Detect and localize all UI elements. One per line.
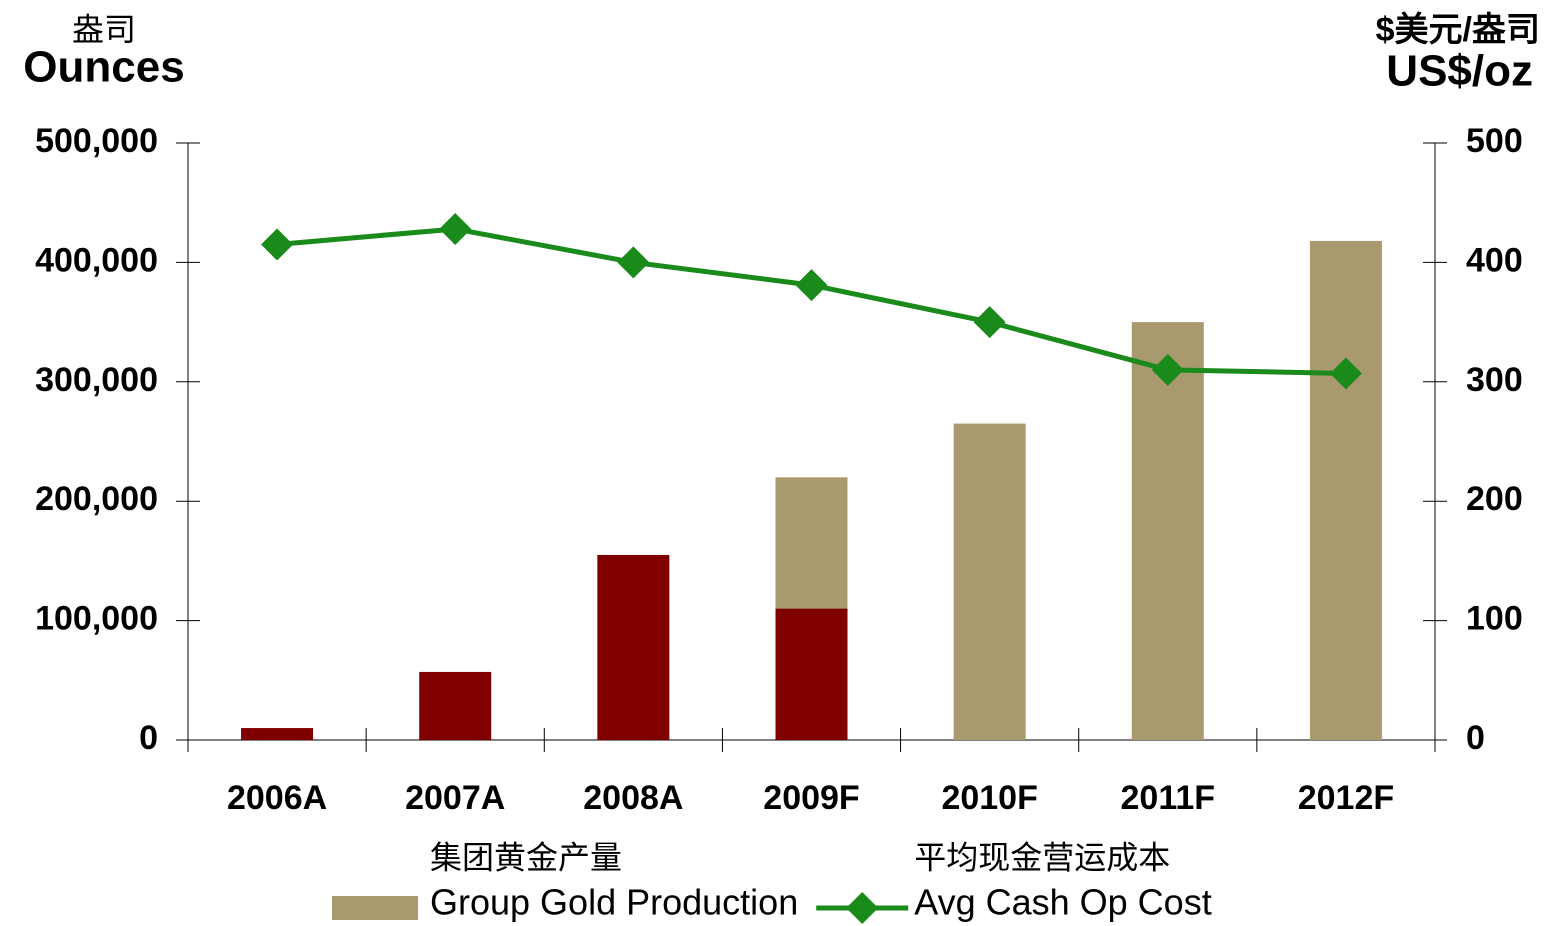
y2-tick-label: 300: [1466, 361, 1523, 399]
y2-tick-label: 400: [1466, 241, 1523, 279]
marker: [973, 306, 1006, 339]
legend-marker: [846, 892, 879, 924]
x-tick-label: 2008A: [583, 779, 683, 817]
y2-tick-label: 100: [1466, 600, 1523, 638]
legend-label: Group Gold Production: [430, 882, 798, 923]
y-tick-label: 0: [139, 719, 158, 757]
legend-label-zh: 集团黄金产量: [430, 839, 622, 875]
marker: [1329, 357, 1362, 390]
x-tick-label: 2007A: [405, 779, 505, 817]
marker: [261, 228, 294, 261]
x-tick-label: 2012F: [1298, 779, 1394, 817]
y-tick-label: 100,000: [35, 600, 158, 638]
marker: [1151, 353, 1184, 386]
marker: [439, 212, 472, 245]
y2-axis-label: US$/oz: [1386, 47, 1533, 96]
y-tick-label: 300,000: [35, 361, 158, 399]
y-axis-label-zh: 盎司: [72, 11, 136, 47]
y2-tick-label: 0: [1466, 719, 1485, 757]
x-tick-label: 2011F: [1121, 779, 1216, 817]
y-tick-label: 400,000: [35, 241, 158, 279]
legend-label-zh: 平均现金营运成本: [914, 839, 1170, 875]
marker: [795, 269, 828, 302]
y-axis-label: Ounces: [23, 43, 184, 92]
y2-axis-label-zh: $美元/盎司: [1376, 11, 1540, 49]
legend-swatch: [332, 896, 418, 920]
bar: [1309, 240, 1382, 740]
marker: [617, 246, 650, 279]
bar: [419, 671, 492, 740]
bar: [241, 728, 314, 740]
legend-label: Avg Cash Op Cost: [914, 882, 1211, 923]
bar: [597, 554, 670, 740]
y2-tick-label: 200: [1466, 480, 1523, 518]
x-tick-label: 2006A: [227, 779, 327, 817]
y2-tick-label: 500: [1466, 122, 1523, 160]
bar: [1131, 322, 1204, 740]
y-tick-label: 500,000: [35, 122, 158, 160]
bar: [775, 608, 848, 740]
x-tick-label: 2010F: [941, 779, 1037, 817]
x-tick-label: 2009F: [763, 779, 859, 817]
y-tick-label: 200,000: [35, 480, 158, 518]
bar: [953, 423, 1026, 740]
